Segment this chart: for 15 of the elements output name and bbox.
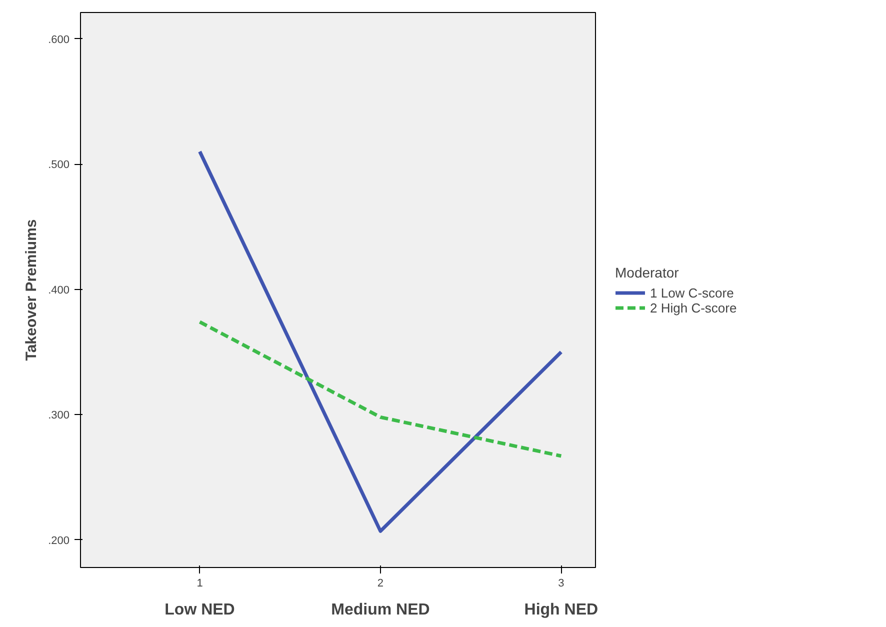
text: Low NED [164, 602, 235, 618]
y-tick-label: .600 [48, 34, 70, 46]
legend-title: Moderator [615, 264, 680, 280]
legend-label: 1 Low C-score [650, 285, 734, 300]
text: Medium NED [331, 602, 430, 618]
y-tick-label: .200 [48, 534, 70, 547]
y-axis-title: Takeover Premiums [23, 219, 40, 361]
x-tick-label: 2 [377, 578, 384, 590]
text: High NED [524, 602, 598, 618]
y-tick-label: .500 [48, 159, 70, 172]
legend-label: 2 High C-score [650, 300, 737, 315]
x-tick-label: 3 [558, 578, 564, 590]
x-tick-label: 1 [196, 578, 203, 590]
y-tick-label: .400 [48, 284, 70, 296]
y-tick-label: .300 [48, 410, 70, 422]
